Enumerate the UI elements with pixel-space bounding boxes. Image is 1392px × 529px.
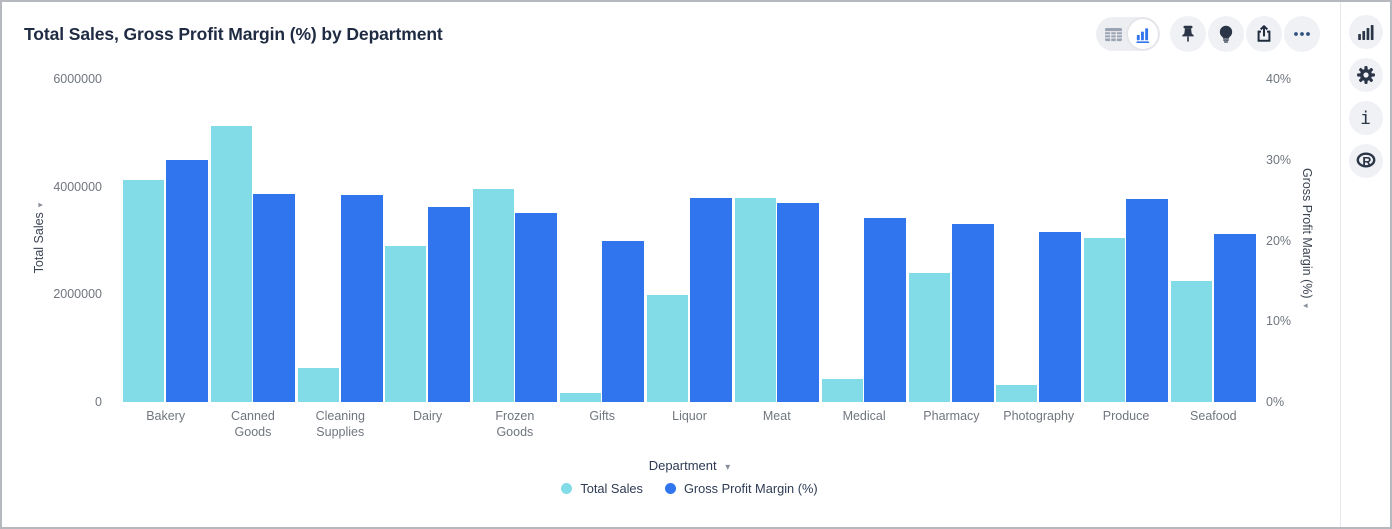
legend-dot-icon	[561, 483, 573, 494]
info-button[interactable]: i	[1348, 101, 1383, 135]
bar-gross-profit-margin[interactable]	[864, 217, 907, 402]
pin-button[interactable]	[1170, 16, 1206, 52]
x-category-label: Canned Goods	[231, 409, 275, 439]
bar-gross-profit-margin[interactable]	[340, 195, 383, 402]
right-axis-tick-label: 40%	[1266, 72, 1292, 86]
bar-gross-profit-margin[interactable]	[602, 240, 645, 402]
bar-chart-icon	[1135, 27, 1149, 43]
left-axis-dropdown-icon: ▾	[35, 202, 45, 208]
left-axis-tick-label: 2000000	[53, 287, 102, 302]
bar-total-sales[interactable]	[821, 378, 863, 402]
chart-title: Total Sales, Gross Profit Margin (%) by …	[24, 24, 443, 44]
x-category-label: Medical	[842, 409, 886, 423]
bar-total-sales[interactable]	[734, 197, 776, 402]
bar-gross-profit-margin[interactable]	[165, 159, 208, 402]
left-axis-title[interactable]: Total Sales▾	[32, 202, 46, 274]
right-axis-tick-label: 20%	[1266, 233, 1292, 248]
share-icon	[1257, 25, 1271, 42]
bar-gross-profit-margin[interactable]	[1213, 234, 1256, 402]
lightbulb-button[interactable]	[1208, 16, 1244, 52]
x-category-label: Gifts	[589, 409, 616, 423]
bar-gross-profit-margin[interactable]	[951, 223, 994, 402]
bar-gross-profit-margin[interactable]	[253, 194, 296, 402]
bar-total-sales[interactable]	[210, 125, 252, 402]
left-axis-tick-label: 0	[95, 395, 102, 409]
info-icon: i	[1360, 107, 1371, 129]
bar-total-sales[interactable]	[1171, 281, 1213, 402]
chart-toolbar	[1096, 16, 1320, 52]
chart-options-button[interactable]	[1348, 15, 1383, 49]
settings-button[interactable]	[1348, 58, 1383, 92]
share-button[interactable]	[1246, 16, 1282, 52]
ellipsis-icon	[1294, 32, 1310, 36]
bar-total-sales[interactable]	[996, 384, 1038, 402]
right-axis-tick-label: 10%	[1266, 314, 1292, 329]
lightbulb-icon	[1219, 25, 1233, 43]
legend-dot-icon	[664, 483, 676, 494]
bar-total-sales[interactable]	[559, 392, 601, 402]
bar-gross-profit-margin[interactable]	[515, 213, 558, 402]
chart-legend: Total Sales Gross Profit Margin (%)	[122, 481, 1257, 496]
legend-item-gross-profit-margin[interactable]: Gross Profit Margin (%)	[664, 481, 818, 496]
bar-gross-profit-margin[interactable]	[777, 202, 820, 402]
bar-gross-profit-margin[interactable]	[1126, 199, 1169, 402]
x-category-label: Dairy	[412, 409, 443, 423]
bar-gross-profit-margin[interactable]	[427, 207, 470, 402]
bar-total-sales[interactable]	[385, 245, 427, 402]
bar-total-sales[interactable]	[909, 272, 951, 402]
bar-total-sales[interactable]	[1083, 237, 1125, 402]
legend-item-total-sales[interactable]: Total Sales	[561, 481, 643, 496]
table-icon	[1104, 27, 1122, 41]
pin-icon	[1182, 25, 1194, 42]
right-axis-tick-label: 30%	[1266, 152, 1292, 167]
bar-total-sales[interactable]	[472, 188, 514, 402]
more-options-button[interactable]	[1284, 16, 1320, 52]
x-axis-title[interactable]: Department ▾	[648, 458, 731, 473]
left-axis-tick-label: 6000000	[53, 72, 102, 86]
x-category-label: Frozen Goods	[495, 409, 535, 439]
svg-text:R: R	[1362, 155, 1371, 169]
bar-total-sales[interactable]	[298, 368, 340, 402]
gear-icon	[1356, 66, 1375, 84]
right-axis-dropdown-icon: ▾	[1301, 303, 1311, 309]
bar-chart-icon	[1357, 25, 1373, 40]
table-view-toggle[interactable]	[1098, 19, 1128, 49]
x-category-label: Photography	[1003, 409, 1075, 423]
left-axis-tick-label: 4000000	[53, 179, 102, 194]
view-toggle	[1096, 17, 1160, 51]
x-category-label: Produce	[1102, 409, 1150, 423]
x-category-label: Pharmacy	[923, 409, 980, 423]
widget-sidebar: i R	[1340, 2, 1390, 527]
bar-gross-profit-margin[interactable]	[689, 197, 732, 402]
x-axis-dropdown-icon: ▾	[725, 462, 731, 473]
x-category-label: Bakery	[146, 409, 186, 423]
bar-gross-profit-margin[interactable]	[1038, 232, 1081, 402]
x-category-label: Seafood	[1190, 409, 1237, 423]
chart-plot-area: Total Sales▾ Gross Profit Margin (%)▾ De…	[2, 2, 1344, 527]
bar-total-sales[interactable]	[123, 179, 165, 402]
x-category-label: Cleaning Supplies	[315, 409, 365, 439]
bar-total-sales[interactable]	[647, 295, 689, 402]
r-logo-icon: R	[1356, 152, 1375, 169]
r-logo-button[interactable]: R	[1348, 144, 1383, 178]
x-category-label: Meat	[762, 409, 791, 423]
chart-view-toggle[interactable]	[1128, 19, 1158, 49]
right-axis-tick-label: 0%	[1266, 395, 1285, 409]
x-category-label: Liquor	[672, 409, 707, 423]
